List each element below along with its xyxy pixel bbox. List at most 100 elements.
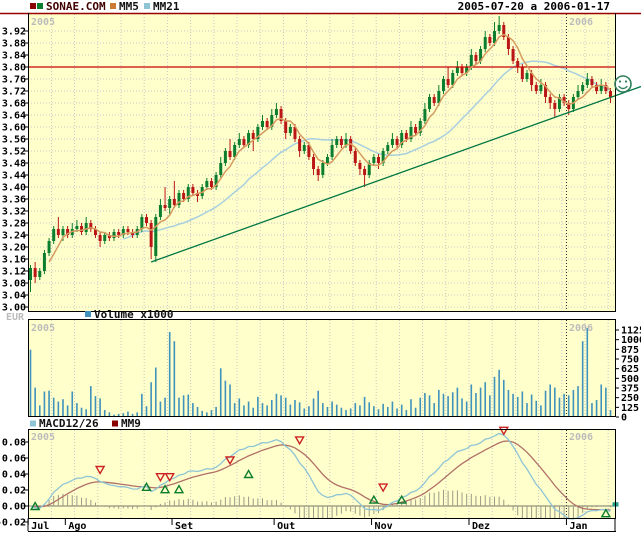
volume-bar xyxy=(257,396,259,417)
candle-body xyxy=(284,121,288,133)
volume-bar xyxy=(178,397,180,417)
volume-bar xyxy=(103,410,106,417)
candle-body xyxy=(251,133,255,139)
volume-bar xyxy=(192,403,194,417)
volume-axis-tick-label: 125 xyxy=(621,403,639,414)
candle-up-swatch-icon xyxy=(37,3,43,9)
candle-body xyxy=(414,127,418,133)
volume-bar xyxy=(493,376,496,417)
mm21-line xyxy=(123,60,611,240)
price-axis-tick-label: 3.76 xyxy=(2,75,26,86)
candle-body xyxy=(312,157,316,169)
volume-axis-tick-label: 1000 xyxy=(621,335,641,346)
volume-bar xyxy=(410,399,412,417)
currency-label: EUR xyxy=(6,312,25,323)
candle-body xyxy=(363,169,367,175)
volume-bar xyxy=(303,408,306,417)
volume-bar xyxy=(600,384,603,417)
candle-body xyxy=(196,193,200,196)
candle-body xyxy=(367,163,371,175)
volume-bar xyxy=(85,409,87,417)
candle-body xyxy=(344,139,348,145)
volume-bar xyxy=(609,410,612,417)
candle-body xyxy=(432,97,436,103)
candle-body xyxy=(38,271,42,277)
volume-bar xyxy=(229,384,231,417)
candle-body xyxy=(80,226,84,232)
mm9-swatch-icon xyxy=(112,420,118,427)
candle-body xyxy=(530,73,534,85)
volume-bar xyxy=(284,397,287,417)
buy-signal-triangle-icon xyxy=(173,484,185,494)
candle-body xyxy=(274,109,278,115)
candle-body xyxy=(386,145,390,151)
volume-bar xyxy=(331,401,333,417)
candle-body xyxy=(460,67,464,73)
volume-bar xyxy=(530,394,533,417)
macd-border xyxy=(28,429,616,519)
volume-bar xyxy=(294,399,296,417)
candle-body xyxy=(479,49,483,61)
volume-bar xyxy=(563,393,565,417)
candle-body xyxy=(182,193,186,199)
volume-axis-tick-label: 875 xyxy=(621,345,639,356)
volume-bar xyxy=(66,405,69,417)
candle-body xyxy=(321,163,325,175)
volume-bar xyxy=(122,413,125,417)
price-year-right-label: 2006 xyxy=(569,17,593,28)
volume-axis-tick-label: 250 xyxy=(621,393,639,404)
volume-bar xyxy=(233,403,236,417)
price-axis-tick-label: 3.64 xyxy=(2,111,26,122)
volume-bar xyxy=(377,409,380,417)
candle-body xyxy=(117,232,121,235)
volume-bar xyxy=(57,401,60,417)
volume-bar xyxy=(62,399,64,417)
price-axis-tick-label: 3.52 xyxy=(2,147,26,158)
volume-bar xyxy=(507,389,510,417)
volume-bar xyxy=(447,396,449,417)
price-axis-tick-label: 3.24 xyxy=(2,231,26,242)
volume-bar xyxy=(465,401,468,417)
sell-signal-triangle-icon xyxy=(294,436,305,446)
candle-body xyxy=(488,37,492,43)
candle-body xyxy=(497,25,501,31)
macd-year-left-label: 2005 xyxy=(31,432,55,443)
volume-bar xyxy=(80,407,83,417)
volume-bar xyxy=(428,395,431,417)
price-axis-tick-label: 3.88 xyxy=(2,39,26,50)
month-label: Jan xyxy=(569,521,587,532)
volume-bar xyxy=(340,407,343,417)
price-axis-tick-label: 3.20 xyxy=(2,243,26,254)
volume-bar xyxy=(577,386,579,417)
volume-bar xyxy=(382,403,384,417)
candle-body xyxy=(609,91,612,97)
candle-body xyxy=(511,49,515,61)
candle-body xyxy=(261,121,264,127)
candle-body xyxy=(302,145,306,151)
candle-body xyxy=(441,79,445,91)
candle-body xyxy=(270,115,274,127)
volume-axis-tick-label: 750 xyxy=(621,355,639,366)
volume-bar xyxy=(363,396,366,417)
buy-signal-triangle-icon xyxy=(243,469,254,479)
volume-bar xyxy=(164,397,166,417)
volume-bar xyxy=(479,387,482,417)
candle-body xyxy=(214,175,218,187)
sell-signal-triangle-icon xyxy=(498,426,509,436)
candle-body xyxy=(93,229,97,235)
volume-axis-tick-label: 0 xyxy=(621,413,627,424)
candle-body xyxy=(465,67,469,73)
volume-bar xyxy=(317,390,319,417)
volume-bar xyxy=(298,402,301,417)
candle-body xyxy=(219,163,223,175)
buy-signal-triangle-icon xyxy=(600,508,612,518)
volume-axis-tick-label: 625 xyxy=(621,364,639,375)
volume-bar xyxy=(71,391,74,417)
candle-body xyxy=(483,37,487,49)
candle-body xyxy=(298,139,302,151)
volume-bar xyxy=(43,391,46,417)
volume-bar xyxy=(117,413,120,417)
price-axis-tick-label: 3.40 xyxy=(2,183,26,194)
candle-body xyxy=(493,31,496,43)
